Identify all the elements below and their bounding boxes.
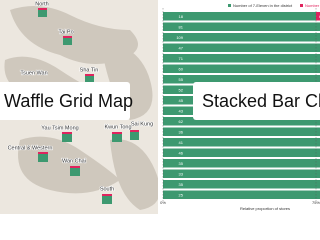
legend-swatch [228, 4, 231, 7]
legend-label: Number of Circle K [305, 3, 320, 8]
waffle-icons [38, 8, 139, 204]
data-label: 46 [179, 150, 184, 155]
bar-segment [163, 54, 320, 63]
data-label: 81 [179, 24, 184, 29]
data-label: 55 [179, 77, 184, 82]
data-label: 109 [176, 35, 183, 40]
district-label: Kwun Tong [104, 124, 131, 130]
data-label: 18 [179, 14, 184, 19]
district-label: Central & Western [8, 145, 53, 151]
bar-segment [163, 12, 316, 21]
district-label: South [100, 186, 114, 192]
bar-segment [163, 117, 320, 126]
legend-label: Number of 7-Eleven in the district [233, 3, 293, 8]
data-label: 35 [179, 161, 184, 166]
x-tick-label: 75% [312, 200, 320, 205]
district-label: Wan Chai [62, 158, 86, 164]
bar-segment [163, 75, 320, 84]
data-label: 25 [179, 192, 184, 197]
legend-swatch [300, 4, 303, 7]
district-label: Sai Kung [131, 121, 153, 127]
banner-box [0, 82, 130, 120]
district-label: North [35, 1, 48, 7]
bar-segment [163, 180, 320, 189]
data-label: 43 [179, 108, 184, 113]
bar-segment [163, 43, 320, 52]
data-label: 47 [179, 45, 184, 50]
bar-segment [163, 190, 320, 199]
bar-segment [163, 64, 320, 73]
figure: North Tai Po Sha Tin Tsuen Wan Yau Tsim … [0, 0, 320, 214]
bar-segment [163, 169, 320, 178]
data-label: 41 [179, 140, 184, 145]
data-label: 62 [179, 119, 184, 124]
data-label: 60 [179, 66, 184, 71]
banner-box [193, 82, 320, 120]
bar-segment [163, 22, 320, 31]
data-label: 33 [179, 171, 184, 176]
x-axis-title: Relative proportion of stores [240, 206, 290, 211]
data-label: 35 [179, 182, 184, 187]
bar-segment [316, 12, 320, 21]
data-label: 36 [179, 129, 184, 134]
district-label: Yau Tsim Mong [41, 125, 78, 131]
bar-segment [163, 138, 320, 147]
district-label: Tai Po [58, 29, 73, 35]
page: North Tai Po Sha Tin Tsuen Wan Yau Tsim … [0, 0, 320, 214]
data-label: 45 [179, 98, 184, 103]
banner-title: Waffle Grid Map [4, 91, 133, 111]
x-tick-label: 0% [160, 200, 166, 205]
district-label: Sha Tin [80, 67, 99, 73]
bar-segment [163, 127, 320, 136]
bar-segment [163, 148, 320, 157]
bar-segment [163, 159, 320, 168]
banner-title: Stacked Bar Chart [202, 91, 320, 111]
data-label: 71 [179, 56, 184, 61]
bar-segment [163, 33, 320, 42]
district-label: Tsuen Wan [20, 70, 47, 76]
data-label: 52 [179, 87, 184, 92]
